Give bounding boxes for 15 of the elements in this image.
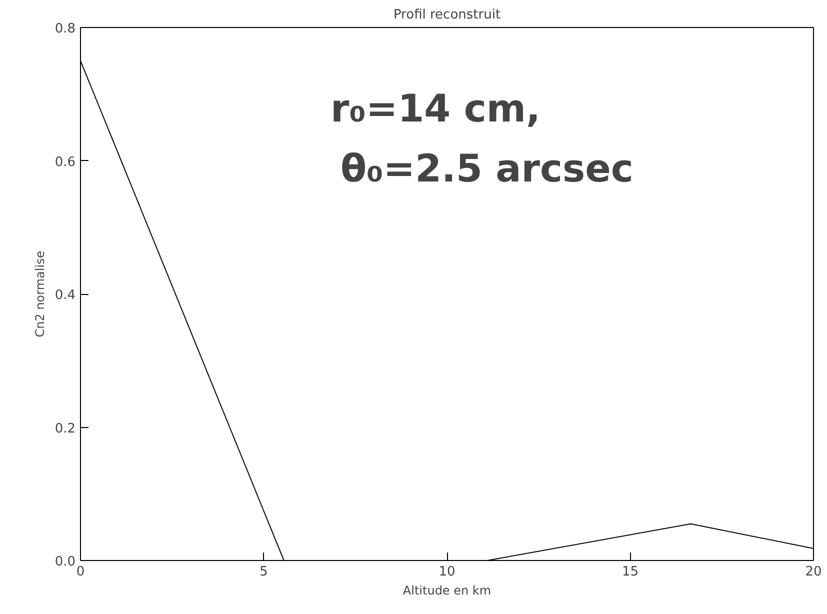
x-tick-label: 5 — [260, 564, 268, 580]
annotation: θ₀=2.5 arcsec — [340, 146, 634, 190]
chart-title: Profil reconstruit — [393, 8, 501, 22]
x-tick-label: 20 — [805, 564, 822, 580]
y-tick-label: 0.4 — [54, 288, 76, 303]
y-axis-title: Cn2 normalise — [32, 250, 47, 338]
annotation: r₀=14 cm, — [330, 86, 540, 130]
y-tick-label: 0.0 — [54, 554, 76, 570]
x-axis-title: Altitude en km — [402, 584, 492, 598]
y-tick-label: 0.2 — [54, 421, 76, 436]
x-tick-label: 10 — [438, 564, 456, 580]
y-tick-label: 0.8 — [54, 22, 76, 36]
x-tick-label: 0 — [76, 564, 85, 580]
x-tick-label: 15 — [622, 564, 639, 580]
y-tick-label: 0.6 — [54, 154, 76, 170]
